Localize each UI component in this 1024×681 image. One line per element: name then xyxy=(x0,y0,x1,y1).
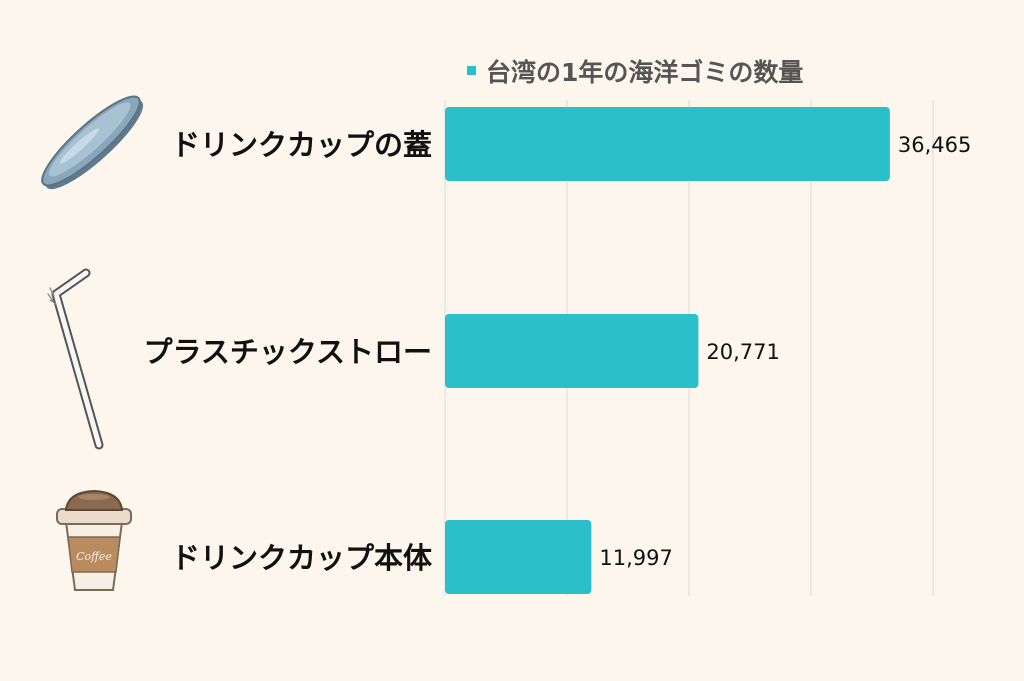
category-label: プラスチックストロー xyxy=(143,335,432,369)
value-labels: 36,465 20,771 11,997 xyxy=(599,133,971,570)
value-label: 11,997 xyxy=(599,546,672,570)
bars xyxy=(445,107,890,594)
drink-lid-icon xyxy=(41,95,144,190)
category-label: ドリンクカップ本体 xyxy=(171,541,433,575)
legend-swatch xyxy=(467,66,476,75)
bar xyxy=(445,314,699,388)
value-label: 20,771 xyxy=(706,340,779,364)
bar xyxy=(445,520,592,594)
category-label: ドリンクカップの蓋 xyxy=(171,128,432,162)
legend: 台湾の1年の海洋ゴミの数量 xyxy=(467,58,803,87)
legend-label: 台湾の1年の海洋ゴミの数量 xyxy=(486,58,803,87)
straw-icon xyxy=(47,268,104,450)
coffee-cup-icon: Coffee xyxy=(56,489,132,591)
bar xyxy=(445,107,890,181)
value-label: 36,465 xyxy=(898,133,971,157)
cup-brand-text: Coffee xyxy=(76,550,112,563)
